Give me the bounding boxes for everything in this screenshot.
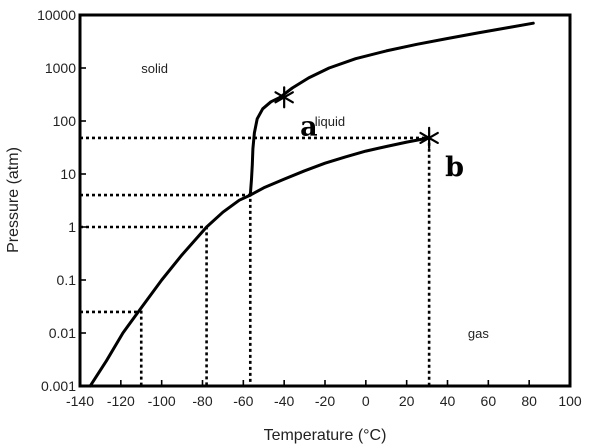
region-label-gas: gas xyxy=(468,326,489,341)
x-tick-label: 60 xyxy=(481,393,497,409)
reference-lines xyxy=(80,136,431,386)
reference-line-1 xyxy=(80,310,143,386)
x-tick-label: -40 xyxy=(274,393,294,409)
reference-line-3 xyxy=(80,193,252,386)
x-tick-label: 100 xyxy=(558,393,582,409)
marked-points: ab xyxy=(274,86,464,183)
y-tick-label: 0.001 xyxy=(41,378,76,394)
y-tick-label: 10 xyxy=(60,166,76,182)
y-tick-label: 1000 xyxy=(45,60,76,76)
y-tick-label: 0.01 xyxy=(49,325,76,341)
y-tick-label: 10000 xyxy=(37,7,76,23)
x-tick-label: 0 xyxy=(362,393,370,409)
sublimation-curve xyxy=(88,193,252,388)
x-tick-label: -100 xyxy=(148,393,176,409)
y-tick-label: 1 xyxy=(68,219,76,235)
melting-curve-upper xyxy=(278,21,535,99)
point-b-label: b xyxy=(445,152,464,183)
region-labels: solid liquid gas xyxy=(141,61,489,341)
y-tick-label: 0.1 xyxy=(57,272,77,288)
melting-curve xyxy=(248,95,282,197)
phase-curves xyxy=(88,21,535,388)
x-tick-label: 40 xyxy=(440,393,456,409)
x-axis-title: Temperature (°C) xyxy=(264,427,387,444)
reference-line-4 xyxy=(80,136,431,386)
x-tick-label: 20 xyxy=(399,393,415,409)
vaporization-curve xyxy=(248,136,431,197)
asterisk-stroke xyxy=(419,131,439,144)
axes: -140 -120 -100 -80 -60 -40 -20 0 20 40 60 80 100 0.00… xyxy=(37,7,582,409)
x-tick-label: -80 xyxy=(192,393,212,409)
point-a-label: a xyxy=(300,111,318,142)
x-tick-label: -60 xyxy=(233,393,253,409)
x-tick-label: -140 xyxy=(66,393,94,409)
region-label-solid: solid xyxy=(141,61,168,76)
point-b-marker xyxy=(419,126,439,149)
asterisk-stroke xyxy=(274,91,294,104)
region-label-liquid: liquid xyxy=(315,114,345,129)
y-tick-label: 100 xyxy=(53,113,77,129)
x-tick-label: -120 xyxy=(107,393,135,409)
x-tick-label: -20 xyxy=(315,393,335,409)
y-axis-title: Pressure (atm) xyxy=(5,147,22,253)
point-a-marker xyxy=(274,86,294,109)
x-tick-label: 80 xyxy=(521,393,537,409)
